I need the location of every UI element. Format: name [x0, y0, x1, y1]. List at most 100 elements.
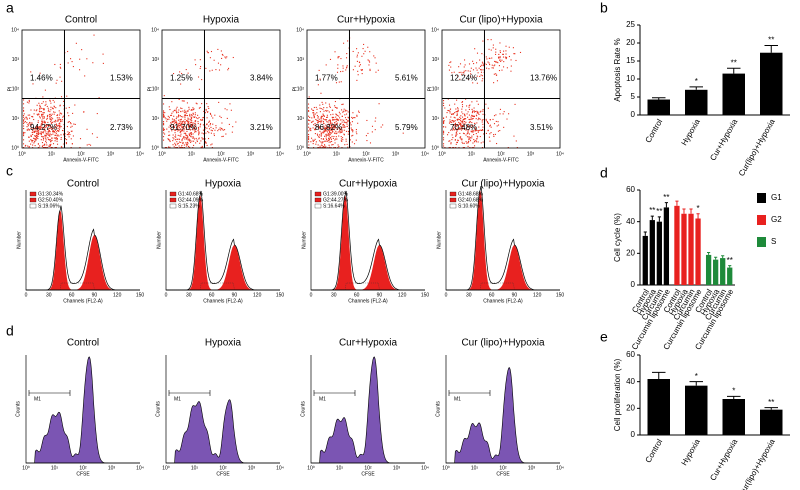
event-dot — [173, 126, 175, 128]
event-dot — [47, 128, 49, 130]
event-dot — [169, 108, 171, 111]
event-dot — [338, 111, 340, 113]
event-dot — [164, 147, 166, 149]
event-dot — [197, 76, 200, 78]
x-tick-label: 10⁴ — [276, 465, 284, 471]
event-dot — [172, 123, 175, 126]
x-tick-label: 10² — [77, 151, 85, 157]
event-dot — [463, 66, 465, 68]
event-dot — [192, 123, 194, 125]
event-dot — [59, 105, 61, 107]
event-dot — [320, 118, 322, 120]
event-dot — [482, 141, 484, 143]
event-dot — [343, 124, 345, 127]
event-dot — [166, 120, 168, 122]
event-dot — [475, 130, 477, 132]
event-dot — [488, 48, 490, 50]
event-dot — [443, 137, 445, 139]
event-dot — [321, 145, 323, 147]
event-dot — [79, 69, 81, 71]
event-dot — [205, 141, 207, 143]
event-dot — [342, 139, 344, 141]
event-dot — [42, 108, 44, 110]
event-dot — [445, 126, 447, 128]
event-dot — [471, 135, 473, 137]
event-dot — [221, 57, 223, 60]
event-dot — [325, 129, 327, 131]
event-dot — [180, 124, 182, 126]
event-dot — [37, 138, 39, 140]
event-dot — [189, 115, 191, 117]
event-dot — [57, 129, 59, 131]
event-dot — [347, 146, 349, 148]
event-dot — [186, 110, 188, 112]
event-dot — [191, 124, 193, 126]
quadrant-percent: 86.82% — [315, 123, 342, 132]
event-dot — [181, 125, 183, 127]
event-dot — [458, 127, 460, 129]
event-dot — [463, 118, 465, 120]
event-dot — [502, 66, 505, 68]
event-dot — [35, 134, 37, 136]
event-dot — [35, 126, 38, 128]
x-tick-label: 60 — [209, 292, 215, 298]
event-dot — [70, 126, 72, 128]
event-dot — [175, 118, 177, 120]
event-dot — [44, 121, 47, 123]
event-dot — [449, 61, 451, 64]
event-dot — [473, 125, 475, 127]
event-dot — [43, 112, 45, 114]
event-dot — [357, 70, 359, 72]
event-dot — [181, 122, 183, 124]
event-dot — [206, 144, 208, 147]
event-dot — [456, 113, 458, 115]
event-dot — [213, 59, 215, 61]
event-dot — [310, 141, 312, 143]
event-dot — [343, 123, 345, 126]
event-dot — [330, 138, 333, 140]
event-dot — [337, 67, 339, 69]
event-dot — [177, 125, 179, 127]
event-dot — [183, 125, 185, 127]
event-dot — [56, 143, 59, 145]
event-dot — [496, 80, 499, 82]
error-bar — [714, 256, 718, 260]
event-dot — [332, 128, 334, 130]
event-dot — [200, 147, 202, 149]
event-dot — [345, 138, 347, 140]
event-dot — [314, 113, 316, 115]
event-dot — [340, 136, 342, 138]
event-dot — [324, 128, 326, 130]
y-tick-label: 60 — [626, 185, 635, 194]
event-dot — [37, 127, 39, 129]
event-dot — [489, 119, 491, 121]
event-dot — [186, 102, 188, 104]
event-dot — [193, 116, 195, 118]
event-dot — [466, 105, 468, 107]
event-dot — [59, 122, 61, 124]
event-dot — [315, 143, 317, 145]
event-dot — [184, 136, 186, 138]
event-dot — [463, 70, 465, 72]
event-dot — [196, 139, 198, 141]
event-dot — [38, 127, 40, 129]
event-dot — [450, 61, 452, 63]
event-dot — [207, 130, 209, 133]
event-dot — [169, 140, 171, 143]
event-dot — [235, 121, 237, 123]
event-dot — [499, 42, 501, 44]
event-dot — [43, 109, 45, 111]
event-dot — [59, 114, 61, 116]
event-dot — [82, 111, 85, 113]
error-bar — [727, 67, 741, 74]
event-dot — [495, 114, 497, 116]
event-dot — [473, 133, 475, 136]
event-dot — [173, 119, 175, 121]
event-dot — [71, 130, 73, 132]
event-dot — [460, 124, 462, 126]
y-tick-label: 10⁰ — [431, 145, 439, 151]
event-dot — [323, 110, 325, 112]
event-dot — [74, 104, 76, 106]
event-dot — [477, 131, 479, 133]
event-dot — [349, 122, 351, 124]
